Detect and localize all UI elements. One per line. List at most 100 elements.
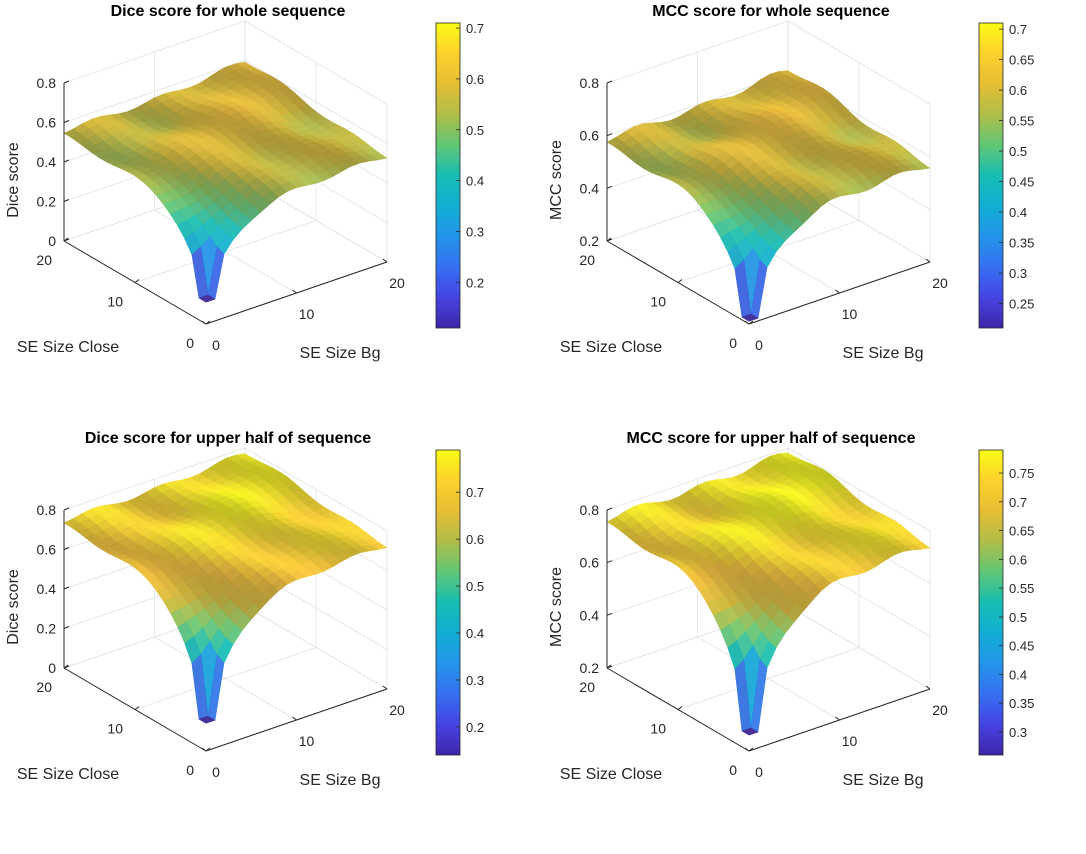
- surface-patch: [198, 294, 216, 303]
- colorbar-tick-label: 0.4: [466, 174, 484, 189]
- colorbar-tick-label: 0.35: [1009, 236, 1034, 251]
- x-tick-label: 0: [212, 337, 220, 353]
- y-axis-label: SE Size Close: [17, 339, 119, 356]
- y-tick-label: 20: [36, 679, 52, 695]
- z-tick-label: 0.2: [580, 660, 600, 676]
- z-tick-label: 0.6: [37, 115, 57, 131]
- y-tick-label: 0: [186, 762, 194, 778]
- colorbar: [435, 22, 461, 329]
- colorbar-tick-label: 0.45: [1009, 175, 1034, 190]
- colorbar-tick-label: 0.5: [1009, 144, 1027, 159]
- x-tick-label: 0: [755, 764, 763, 780]
- y-axis-label: SE Size Close: [17, 766, 119, 783]
- z-tick-label: 0.8: [580, 502, 600, 518]
- z-tick-label: 0.6: [580, 128, 600, 144]
- colorbar-tick-label: 0.75: [1009, 466, 1034, 481]
- x-tick-label: 20: [389, 702, 405, 718]
- colorbar-tick-label: 0.4: [466, 626, 484, 641]
- y-tick-label: 20: [579, 252, 595, 268]
- x-tick-mark: [201, 320, 207, 325]
- z-tick-mark: [606, 612, 613, 616]
- colorbar-tick-label: 0.7: [1009, 495, 1027, 510]
- y-tick-mark: [205, 747, 211, 752]
- z-tick-mark: [63, 547, 70, 550]
- colorbar-tick-label: 0.7: [466, 485, 484, 500]
- y-tick-label: 20: [579, 679, 595, 695]
- y-tick-mark: [677, 706, 683, 710]
- colorbar-tick-label: 0.55: [1009, 581, 1034, 596]
- x-axis-label: SE Size Bg: [843, 345, 924, 362]
- colorbar: [978, 449, 1004, 756]
- chart-panel-4: 0 10 20 0 10 20 0.2 0.4 0.6 0.8 SE Size Bg SE Size …: [543, 427, 1086, 854]
- axis-lines: 0 10 20 0 10 20 0.2 0.4 0.6 0.8: [579, 502, 948, 780]
- colorbar-tick-label: 0.35: [1009, 696, 1034, 711]
- floor-gridline-x: [244, 605, 388, 690]
- colorbar-tick-label: 0.3: [466, 224, 484, 239]
- colorbar-tick-label: 0.6: [1009, 552, 1027, 567]
- z-tick-mark: [606, 133, 613, 137]
- axis-lines: 0 10 20 0 10 20 0 0.2 0.4 0.6 0.8: [36, 75, 405, 353]
- surface: [63, 453, 388, 724]
- z-axis-label: MCC score: [548, 140, 565, 220]
- x-tick-mark: [835, 716, 840, 721]
- z-tick-mark: [63, 199, 70, 202]
- colorbar: [435, 449, 461, 756]
- z-tick-label: 0.4: [580, 607, 600, 623]
- y-tick-mark: [134, 279, 140, 283]
- z-axis-label: Dice score: [5, 142, 22, 218]
- floor-gridline-y: [134, 647, 317, 710]
- x-axis-label: SE Size Bg: [300, 345, 381, 362]
- colorbar-tick-label: 0.5: [466, 123, 484, 138]
- z-tick-label: 0.8: [580, 75, 600, 91]
- z-tick-label: 0.8: [37, 75, 57, 91]
- z-tick-mark: [63, 159, 70, 163]
- z-tick-mark: [63, 665, 70, 669]
- x-tick-mark: [835, 289, 840, 294]
- colorbar-tick-label: 0.4: [1009, 205, 1027, 220]
- z-tick-label: 0.6: [580, 555, 600, 571]
- surface: [606, 70, 931, 322]
- y-tick-label: 10: [107, 721, 123, 737]
- axis-lines: 0 10 20 0 10 20 0 0.2 0.4 0.6 0.8: [36, 502, 405, 780]
- colorbar-tick-label: 0.3: [1009, 266, 1027, 281]
- z-tick-mark: [63, 80, 70, 84]
- x-tick-mark: [744, 320, 750, 325]
- z-axis-label: Dice score: [5, 569, 22, 645]
- surface-patch: [198, 715, 216, 724]
- z-tick-label: 0.2: [37, 621, 57, 637]
- z-tick-label: 0.2: [37, 194, 57, 210]
- x-axis-label: SE Size Bg: [843, 772, 924, 789]
- x-tick-label: 10: [299, 306, 315, 322]
- colorbar: [978, 22, 1004, 329]
- surface: [63, 61, 388, 303]
- chart-title: Dice score for whole sequence: [111, 3, 346, 20]
- colorbar-tick-label: 0.65: [1009, 524, 1034, 539]
- y-tick-mark: [748, 320, 754, 325]
- floor-gridline-y: [677, 647, 860, 710]
- z-tick-mark: [606, 80, 613, 84]
- axis-lines: 0 10 20 0 10 20 0.2 0.4 0.6 0.8: [579, 75, 948, 353]
- colorbar-tick-label: 0.7: [466, 21, 484, 36]
- z-tick-mark: [606, 560, 613, 564]
- z-tick-mark: [606, 185, 613, 189]
- x-axis-label: SE Size Bg: [300, 772, 381, 789]
- z-tick-label: 0.4: [37, 154, 57, 170]
- surface-patch: [741, 313, 759, 322]
- y-tick-label: 20: [36, 252, 52, 268]
- y-tick-mark: [205, 320, 211, 325]
- colorbar-tick-label: 0.7: [1009, 22, 1027, 37]
- chart-title: Dice score for upper half of sequence: [85, 430, 371, 447]
- y-tick-mark: [134, 706, 140, 710]
- z-tick-mark: [63, 238, 70, 242]
- x-tick-mark: [201, 747, 207, 752]
- chart-panel-3: 0 10 20 0 10 20 0 0.2 0.4 0.6 0.8 SE Size Bg SE Size…: [0, 427, 543, 854]
- colorbar-tick-label: 0.2: [466, 720, 484, 735]
- y-tick-mark: [748, 747, 754, 752]
- colorbar-tick-label: 0.3: [1009, 725, 1027, 740]
- z-tick-label: 0: [48, 660, 56, 676]
- chart-svg: 0 10 20 0 10 20 0 0.2 0.4 0.6 0.8 SE Size Bg SE Size…: [5, 430, 484, 789]
- x-tick-label: 0: [755, 337, 763, 353]
- colorbar-tick-label: 0.6: [1009, 83, 1027, 98]
- y-axis-label: SE Size Close: [560, 339, 662, 356]
- colorbar-tick-label: 0.4: [1009, 667, 1027, 682]
